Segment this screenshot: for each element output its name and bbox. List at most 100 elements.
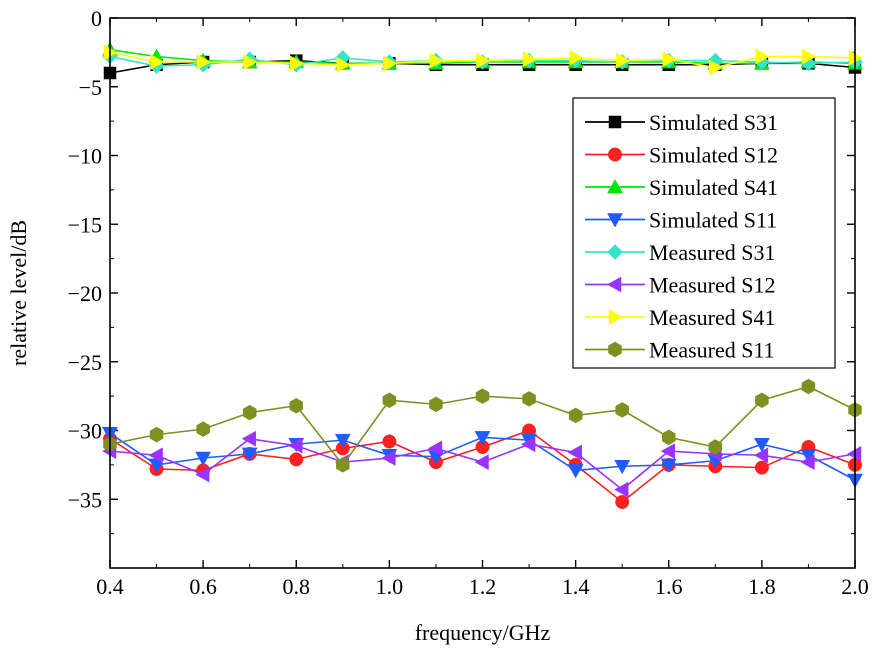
data-point bbox=[429, 396, 443, 413]
x-tick-label: 1.8 bbox=[748, 574, 776, 599]
legend-label: Measured S12 bbox=[649, 273, 775, 298]
data-point bbox=[754, 460, 769, 475]
y-tick-label: −35 bbox=[68, 487, 102, 512]
legend-item: Measured S11 bbox=[585, 338, 775, 363]
data-point bbox=[242, 404, 257, 421]
data-point bbox=[289, 397, 303, 414]
data-point bbox=[241, 447, 258, 462]
data-point bbox=[522, 391, 536, 407]
data-point bbox=[427, 440, 443, 457]
legend-box bbox=[572, 97, 836, 369]
x-axis-label: frequency/GHz bbox=[415, 620, 551, 645]
legend-label: Simulated S41 bbox=[649, 175, 778, 200]
legend-marker bbox=[607, 213, 623, 228]
data-point bbox=[567, 444, 582, 461]
y-axis-label: relative level/dB bbox=[6, 220, 31, 366]
data-point bbox=[382, 392, 397, 409]
legend-item: Measured S41 bbox=[585, 305, 775, 330]
x-tick-label: 1.0 bbox=[376, 574, 404, 599]
data-point bbox=[709, 59, 724, 76]
data-point bbox=[660, 443, 675, 460]
series-measured-s41 bbox=[103, 44, 864, 76]
data-point bbox=[801, 378, 816, 395]
data-point bbox=[522, 51, 538, 68]
data-point bbox=[196, 421, 210, 437]
legend-marker bbox=[607, 244, 623, 260]
legend-marker bbox=[608, 115, 622, 129]
data-point bbox=[753, 447, 769, 464]
data-point bbox=[614, 460, 631, 475]
data-point bbox=[288, 437, 303, 454]
data-point bbox=[195, 451, 212, 467]
legend-item: Measured S12 bbox=[585, 273, 775, 298]
legend-label: Measured S41 bbox=[649, 305, 775, 330]
legend-marker bbox=[608, 341, 622, 358]
legend-marker bbox=[607, 178, 623, 194]
data-point bbox=[336, 56, 351, 73]
data-point bbox=[241, 430, 256, 447]
data-point bbox=[196, 54, 212, 70]
data-point bbox=[800, 454, 815, 471]
data-point bbox=[474, 454, 489, 471]
y-tick-label: −30 bbox=[68, 419, 102, 444]
x-tick-label: 0.4 bbox=[96, 574, 124, 599]
legend-label: Measured S11 bbox=[649, 338, 775, 363]
y-tick-label: −20 bbox=[68, 281, 102, 306]
data-point bbox=[195, 466, 210, 483]
data-point bbox=[289, 452, 304, 467]
y-tick-label: −5 bbox=[79, 75, 102, 100]
data-point bbox=[615, 52, 631, 69]
legend-item: Simulated S41 bbox=[585, 175, 778, 200]
data-point bbox=[708, 439, 723, 455]
legend-marker bbox=[608, 147, 622, 162]
x-tick-label: 1.4 bbox=[562, 574, 590, 599]
data-point bbox=[150, 54, 165, 70]
legend-label: Simulated S11 bbox=[649, 208, 777, 233]
data-point bbox=[755, 48, 770, 65]
data-point bbox=[569, 49, 584, 66]
data-point bbox=[753, 438, 770, 453]
data-point bbox=[755, 392, 769, 409]
data-point bbox=[381, 450, 396, 466]
legend-item: Simulated S11 bbox=[585, 208, 777, 233]
data-point bbox=[568, 407, 583, 424]
y-tick-label: 0 bbox=[91, 6, 102, 31]
legend-label: Simulated S31 bbox=[649, 110, 778, 135]
series-measured-s11 bbox=[103, 378, 862, 473]
data-point bbox=[615, 495, 630, 509]
y-tick-label: −15 bbox=[68, 212, 102, 237]
tick-labels: 0.4 0.6 0.8 1.0 1.2 1.4 1.6 1.8 2.0 0 −5 −10 −15 −20 −… bbox=[68, 6, 869, 599]
data-point bbox=[662, 429, 676, 446]
legend-marker bbox=[606, 276, 622, 293]
legend-item: Simulated S31 bbox=[585, 110, 778, 135]
x-tick-label: 1.6 bbox=[655, 574, 683, 599]
data-point bbox=[429, 52, 444, 69]
data-point bbox=[521, 436, 536, 453]
data-point bbox=[662, 51, 677, 68]
data-point bbox=[660, 458, 677, 473]
data-point bbox=[334, 433, 351, 449]
data-point bbox=[615, 402, 629, 418]
x-tick-label: 0.8 bbox=[283, 574, 311, 599]
data-point bbox=[290, 55, 305, 72]
data-point bbox=[148, 447, 163, 464]
x-tick-label: 2.0 bbox=[841, 574, 869, 599]
data-point bbox=[614, 481, 629, 498]
y-tick-label: −25 bbox=[68, 350, 102, 375]
legend-label: Simulated S12 bbox=[649, 143, 778, 168]
legend-item: Simulated S12 bbox=[585, 143, 778, 168]
data-point bbox=[474, 431, 491, 446]
x-tick-label: 0.6 bbox=[189, 574, 217, 599]
data-point bbox=[475, 388, 490, 404]
series-simulated-s11 bbox=[102, 427, 863, 489]
data-point bbox=[243, 54, 258, 70]
data-point bbox=[382, 434, 397, 449]
x-tick-label: 1.2 bbox=[469, 574, 497, 599]
data-point bbox=[476, 52, 491, 69]
y-tick-label: −10 bbox=[68, 144, 102, 169]
plot-frame bbox=[109, 17, 856, 569]
legend: Simulated S31 Simulated S12 Simulated S41 S… bbox=[572, 97, 836, 369]
legend-item: Measured S31 bbox=[585, 240, 775, 265]
legend-label: Measured S31 bbox=[649, 240, 775, 265]
